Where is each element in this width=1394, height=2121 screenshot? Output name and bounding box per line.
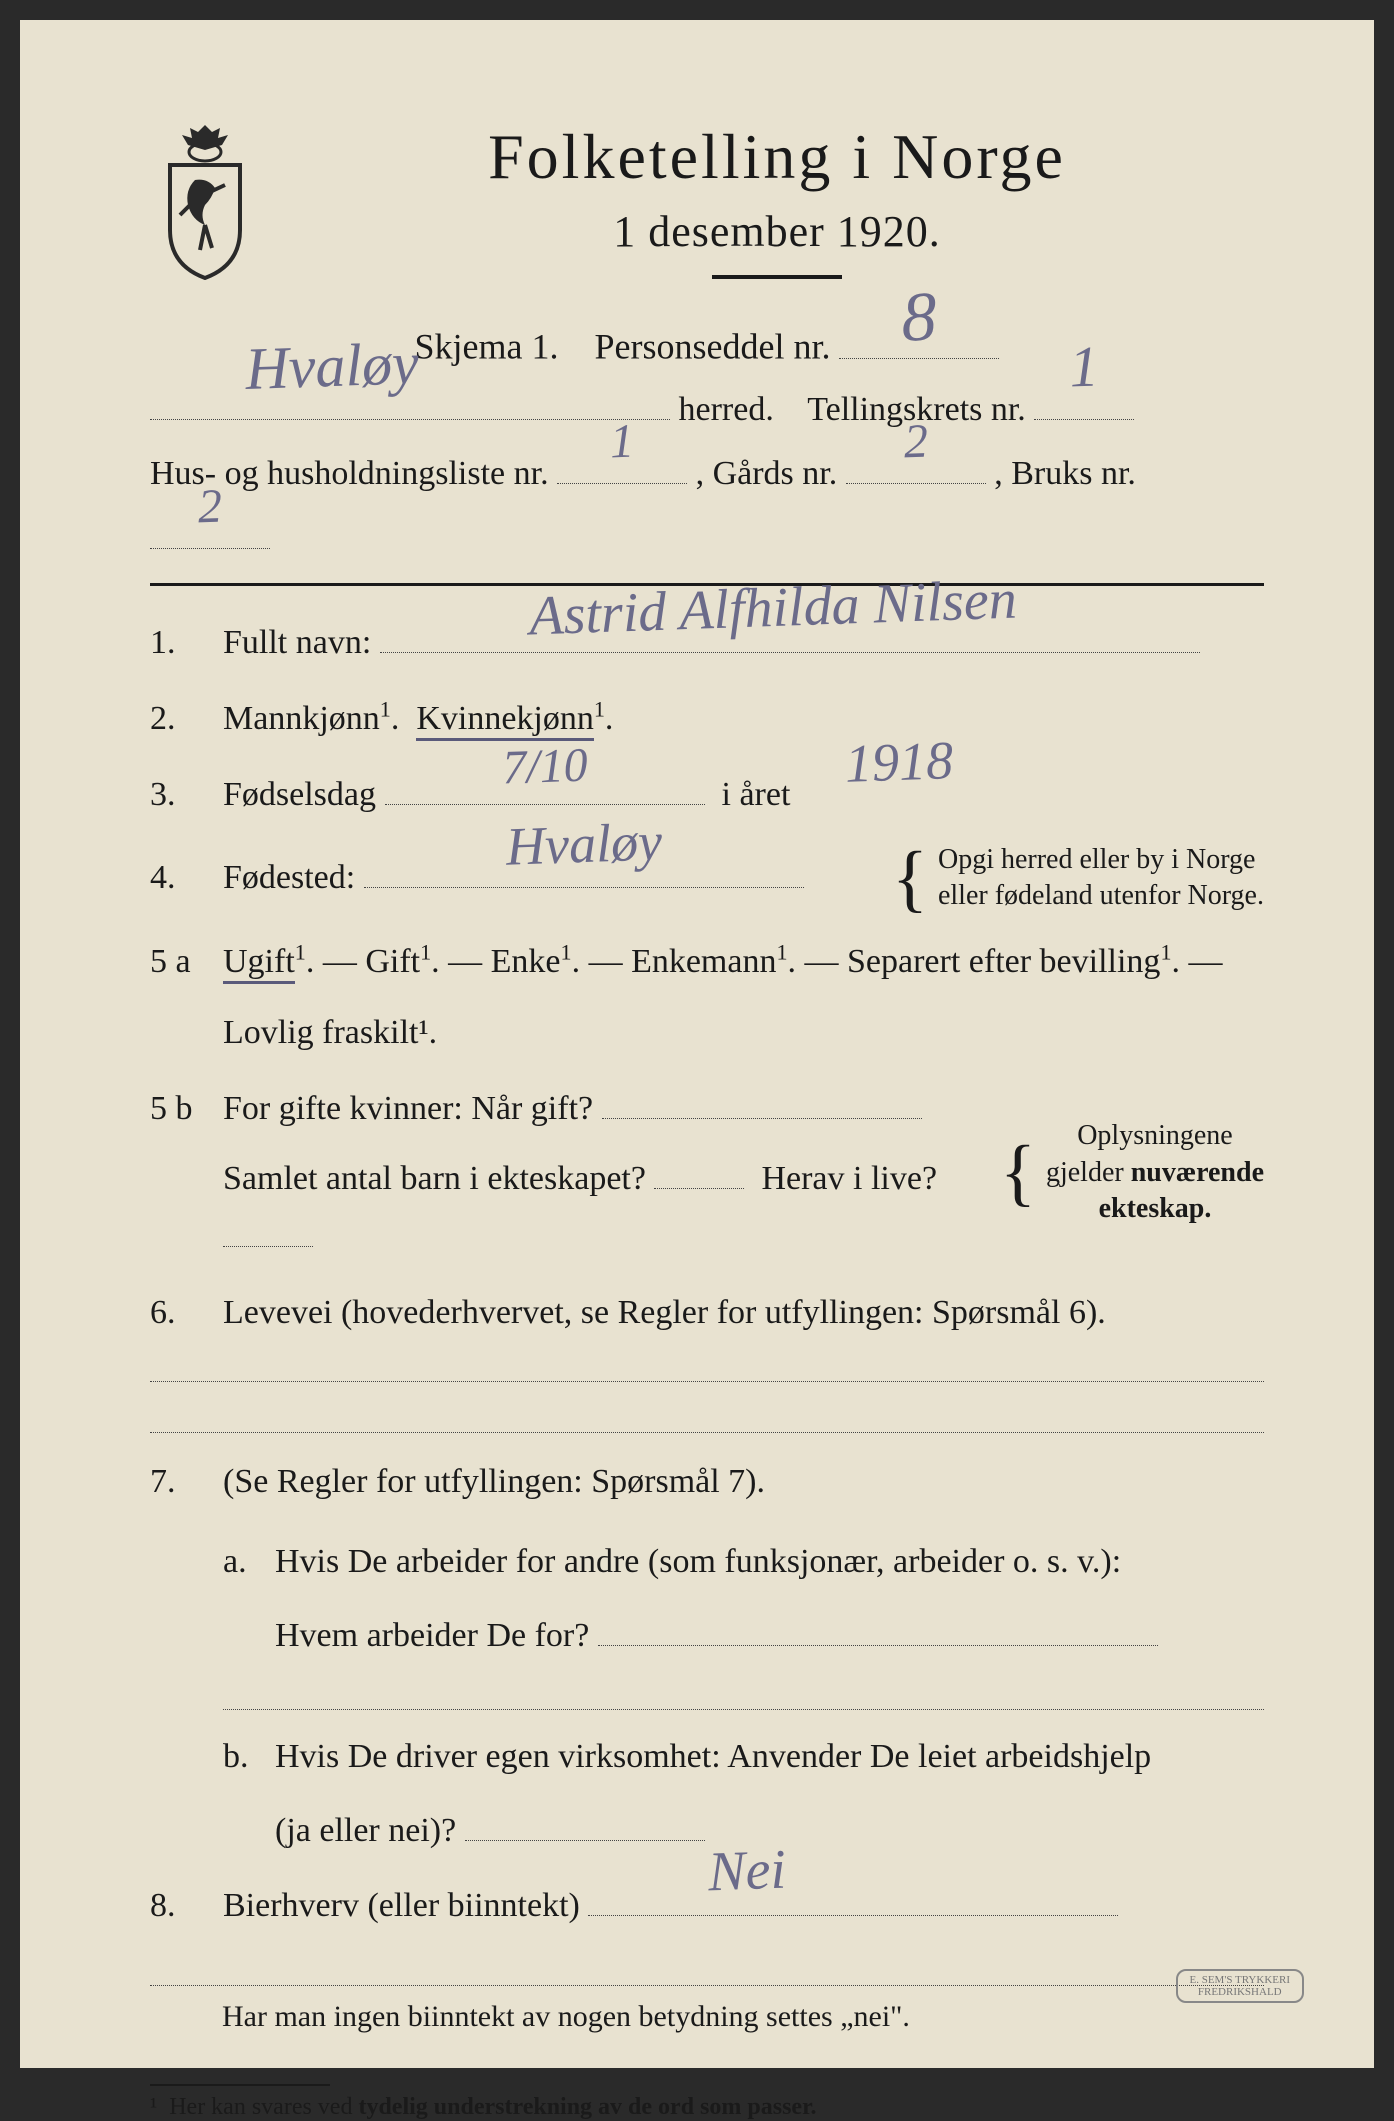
footnote-rule	[150, 2084, 330, 2086]
schema-label: Skjema 1.	[415, 327, 559, 367]
q6-text: Levevei (hovederhvervet, se Regler for u…	[223, 1284, 1264, 1342]
q3-year-label: i året	[722, 776, 791, 813]
brace-icon: {	[892, 856, 928, 901]
closing-note: Har man ingen biinntekt av nogen betydni…	[222, 2000, 1264, 2034]
personseddel-nr-value: 8	[901, 277, 939, 358]
q4-note-l2: eller fødeland utenfor Norge.	[938, 878, 1264, 914]
q4-note: Opgi herred eller by i Norge eller fødel…	[938, 842, 1264, 915]
q5a-num: 5 a	[150, 943, 205, 981]
q3-year-field: 1918	[799, 768, 999, 805]
q5b-live-field	[223, 1209, 313, 1246]
personseddel-label: Personseddel nr.	[595, 327, 831, 367]
q3-day-value: 7/10	[500, 725, 588, 810]
dotted-rule	[150, 1985, 1264, 1986]
herred-label: herred.	[679, 391, 774, 428]
dotted-rule	[150, 1381, 1264, 1382]
q3-year-value: 1918	[843, 715, 954, 811]
gards-label: , Gårds nr.	[696, 455, 838, 492]
q1-label: Fullt navn:	[223, 624, 371, 661]
hus-nr-field: 1	[557, 447, 687, 484]
stamp-l2: FREDRIKSHALD	[1190, 1986, 1291, 1998]
title-block: Folketelling i Norge 1 desember 1920.	[290, 120, 1264, 309]
q4-field: Hvaløy	[364, 851, 804, 888]
bruks-label: , Bruks nr.	[994, 455, 1136, 492]
q3-label: Fødselsdag	[223, 776, 376, 813]
q4-num: 4.	[150, 859, 205, 897]
q8-value: Nei	[707, 1823, 788, 1921]
footnote-marker: ¹	[150, 2094, 157, 2120]
brace-icon: {	[1000, 1150, 1036, 1195]
q3-num: 3.	[150, 776, 205, 814]
q2-num: 2.	[150, 700, 205, 738]
coat-of-arms-icon	[150, 120, 260, 280]
q8-label: Bierhverv (eller biinntekt)	[223, 1887, 580, 1924]
herred-field: Hvaløy	[150, 382, 670, 419]
q5a-row: 5 a Ugift1. — Gift1. — Enke1. — Enkemann…	[150, 933, 1264, 1063]
q5b-l2b: Herav i live?	[761, 1160, 937, 1197]
hus-nr-value: 1	[608, 396, 635, 488]
q8-row: 8. Bierhverv (eller biinntekt) Nei	[150, 1877, 1264, 1935]
census-form-page: Folketelling i Norge 1 desember 1920. Sk…	[20, 20, 1374, 2068]
q7a-l1: Hvis De arbeider for andre (som funksjon…	[275, 1533, 1264, 1591]
q1-row: 1. Fullt navn: Astrid Alfhilda Nilsen	[150, 614, 1264, 672]
tellingskrets-value: 1	[1068, 312, 1101, 423]
q5b-num: 5 b	[150, 1090, 205, 1128]
q7b-l2: (ja eller nei)?	[275, 1812, 456, 1849]
q7-row: 7. (Se Regler for utfyllingen: Spørsmål …	[150, 1453, 1264, 1859]
q2-row: 2. Mannkjønn1. Kvinnekjønn1.	[150, 690, 1264, 748]
hus-row: Hus- og husholdningsliste nr. 1 , Gårds …	[150, 442, 1264, 571]
q7a-num: a.	[223, 1533, 267, 1591]
q3-row: 3. Fødselsdag 7/10 i året 1918	[150, 766, 1264, 824]
herred-value: Hvaløy	[243, 306, 420, 426]
q4-value: Hvaløy	[504, 797, 663, 894]
dotted-rule	[150, 1432, 1264, 1433]
q1-field: Astrid Alfhilda Nilsen	[380, 616, 1200, 653]
dotted-rule	[223, 1709, 1264, 1710]
q7-num: 7.	[150, 1463, 205, 1501]
q5b-note-l1: Oplysningene	[1046, 1118, 1264, 1154]
q7b-l1: Hvis De driver egen virksomhet: Anvender…	[275, 1728, 1264, 1786]
q6-row: 6. Levevei (hovederhvervet, se Regler fo…	[150, 1284, 1264, 1342]
bruks-nr-value: 2	[196, 460, 223, 552]
q6-num: 6.	[150, 1294, 205, 1332]
q5b-note-l2: gjelder nuværende	[1046, 1155, 1264, 1191]
q8-field: Nei	[588, 1879, 1118, 1916]
q5a-ugift: Ugift	[223, 943, 295, 984]
q5b-note-l3: ekteskap.	[1046, 1191, 1264, 1227]
q7a-field	[598, 1609, 1158, 1646]
q7b-num: b.	[223, 1728, 267, 1786]
q5b-barn-field	[654, 1152, 744, 1189]
q4-label: Fødested:	[223, 859, 355, 896]
herred-row: Hvaløy herred. Tellingskrets nr. 1	[150, 378, 1264, 443]
title-divider	[712, 275, 842, 279]
q4-note-l1: Opgi herred eller by i Norge	[938, 842, 1264, 878]
q8-num: 8.	[150, 1887, 205, 1925]
main-title: Folketelling i Norge	[290, 120, 1264, 194]
subtitle: 1 desember 1920.	[290, 206, 1264, 257]
personseddel-nr-field: 8	[839, 319, 999, 359]
q5b-row: 5 b For gifte kvinner: Når gift? Samlet …	[150, 1080, 1264, 1265]
gards-nr-value: 2	[902, 396, 929, 488]
tellingskrets-field: 1	[1034, 382, 1134, 419]
stamp-l1: E. SEM'S TRYKKERI	[1190, 1974, 1291, 1986]
q4-row: 4. Fødested: Hvaløy { Opgi herred eller …	[150, 842, 1264, 915]
q2-mann: Mannkjønn	[223, 700, 380, 737]
bruks-nr-field: 2	[150, 511, 270, 548]
q5b-l2a: Samlet antal barn i ekteskapet?	[223, 1160, 646, 1197]
q7-intro: (Se Regler for utfyllingen: Spørsmål 7).	[223, 1453, 1264, 1511]
header-row: Folketelling i Norge 1 desember 1920.	[150, 120, 1264, 309]
q5b-l1: For gifte kvinner: Når gift?	[223, 1090, 593, 1127]
q5b-note: Oplysningene gjelder nuværende ekteskap.	[1046, 1118, 1264, 1227]
printer-stamp: E. SEM'S TRYKKERI FREDRIKSHALD	[1176, 1969, 1305, 2003]
q5a-line2: Lovlig fraskilt¹.	[223, 1004, 1264, 1062]
q7b-field	[465, 1803, 705, 1840]
q1-value: Astrid Alfhilda Nilsen	[528, 553, 1018, 665]
gards-nr-field: 2	[846, 447, 986, 484]
footnote: ¹ Her kan svares ved tydelig understrekn…	[150, 2094, 1264, 2121]
q7a-l2: Hvem arbeider De for?	[275, 1617, 589, 1654]
q1-num: 1.	[150, 624, 205, 662]
q5b-gift-field	[602, 1082, 922, 1119]
